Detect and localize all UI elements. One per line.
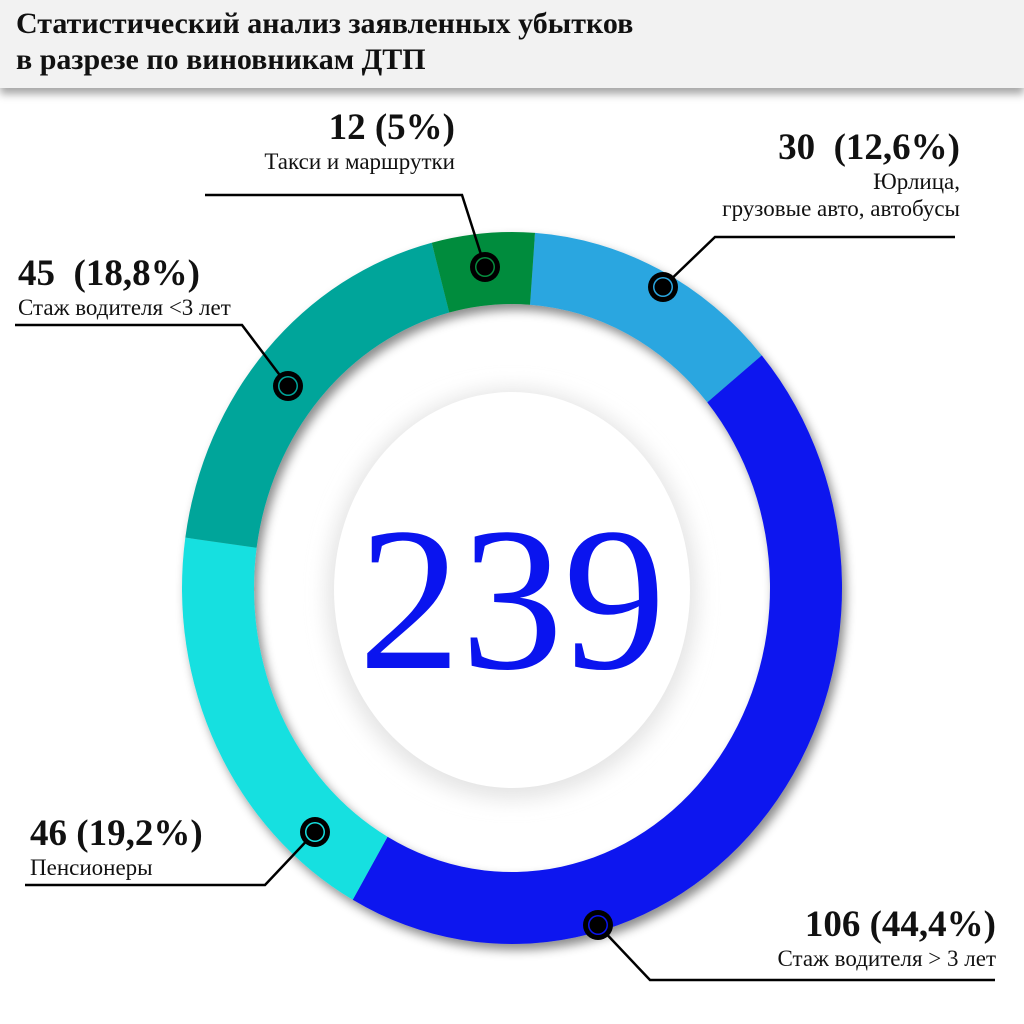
label-experienced: 106 (44,4%) Стаж водителя > 3 лет <box>640 905 996 972</box>
label-name: Стаж водителя <3 лет <box>18 295 231 320</box>
label-name: Пенсионеры <box>30 855 153 880</box>
label-value: 106 (44,4%) <box>804 904 996 945</box>
marker-dot-2 <box>306 823 324 841</box>
leader-line-experienced <box>597 924 995 982</box>
label-name: Такси и маршрутки <box>264 149 455 174</box>
marker-dot-3 <box>279 377 297 395</box>
marker-dot-4 <box>476 258 494 276</box>
leader-line-pension <box>25 831 316 887</box>
leader-lines <box>15 193 995 982</box>
donut-segment-2 <box>181 537 388 900</box>
title-line-1: Статистический анализ заявленных убытков <box>16 7 634 40</box>
label-value: 45 (18,8%) <box>18 253 200 294</box>
leader-line-legal <box>662 235 955 288</box>
markers <box>273 252 678 940</box>
label-young: 45 (18,8%) Стаж водителя <3 лет <box>18 254 231 321</box>
label-value: 12 (5%) <box>328 107 455 148</box>
donut-ring <box>181 232 842 945</box>
label-taxi: 12 (5%) Такси и маршрутки <box>150 108 455 175</box>
donut-segment-3 <box>185 242 450 548</box>
total-value: 239 <box>358 486 666 713</box>
title-line-2: в разрезе по виновникам ДТП <box>16 43 426 76</box>
leader-line-young <box>15 323 289 387</box>
label-value: 46 (19,2%) <box>30 813 203 854</box>
marker-dot-1 <box>589 916 607 934</box>
label-name: Стаж водителя > 3 лет <box>777 946 996 971</box>
center-disk <box>334 392 690 788</box>
label-value: 30 (12,6%) <box>778 127 960 168</box>
chart-title: Статистический анализ заявленных убытков… <box>16 6 633 78</box>
marker-dot-0 <box>654 278 672 296</box>
label-name: Юрлица, <box>873 169 960 194</box>
label-pension: 46 (19,2%) Пенсионеры <box>30 814 203 881</box>
donut-segment-0 <box>529 232 762 403</box>
leader-line-taxi <box>205 193 487 268</box>
donut-segment-1 <box>352 355 842 945</box>
label-name-2: грузовые авто, автобусы <box>722 196 960 221</box>
header: Статистический анализ заявленных убытков… <box>0 0 1024 88</box>
label-legal: 30 (12,6%) Юрлица, грузовые авто, автобу… <box>600 128 960 222</box>
